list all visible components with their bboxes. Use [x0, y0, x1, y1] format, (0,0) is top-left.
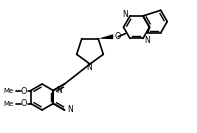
Text: Me: Me — [4, 88, 14, 94]
Text: O: O — [20, 86, 27, 95]
Text: N: N — [144, 36, 150, 45]
Text: N: N — [122, 10, 128, 19]
Text: Me: Me — [4, 101, 14, 107]
Polygon shape — [98, 34, 113, 39]
Text: N: N — [67, 105, 73, 115]
Text: O: O — [114, 32, 120, 41]
Text: O: O — [20, 99, 27, 109]
Text: N: N — [86, 63, 92, 72]
Text: N: N — [56, 86, 61, 95]
